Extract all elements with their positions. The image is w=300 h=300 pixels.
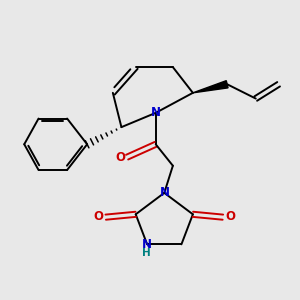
Text: O: O — [115, 151, 125, 164]
Text: O: O — [94, 210, 103, 223]
Text: N: N — [160, 186, 170, 199]
Text: O: O — [225, 210, 235, 223]
Text: H: H — [142, 248, 151, 259]
Text: N: N — [142, 238, 152, 251]
Text: N: N — [151, 106, 161, 119]
Polygon shape — [193, 81, 228, 93]
